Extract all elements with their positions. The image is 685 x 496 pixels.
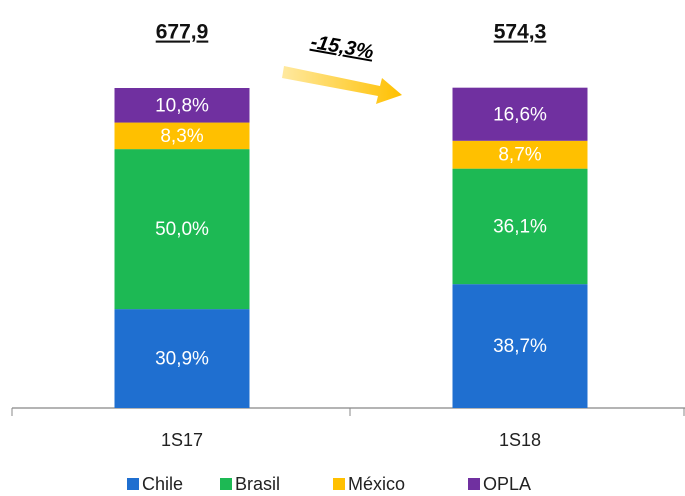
bar-segment (452, 284, 588, 408)
value-label: 36,1% (493, 216, 547, 237)
bar-segment (452, 168, 588, 285)
legend-swatch (127, 478, 139, 490)
value-label: 10,8% (155, 95, 209, 116)
x-tick-label: 1S18 (499, 430, 541, 450)
legend-swatch (468, 478, 480, 490)
value-label: 8,7% (498, 145, 541, 166)
value-label: 50,0% (155, 219, 209, 240)
legend-label: Chile (142, 474, 183, 494)
value-label: 8,3% (160, 126, 203, 147)
legend-label: Brasil (235, 474, 280, 494)
legend-swatch (220, 478, 232, 490)
value-label: 38,7% (493, 336, 547, 357)
bar-segment (452, 140, 588, 169)
value-label: 16,6% (493, 104, 547, 125)
bar-segment (114, 309, 250, 408)
bar-segment (114, 149, 250, 310)
legend-label: OPLA (483, 474, 531, 494)
legend-swatch (333, 478, 345, 490)
bar-segment (452, 87, 588, 141)
bar-segment (114, 122, 250, 150)
total-label: 677,9 (156, 21, 209, 44)
change-label: -15,3% (309, 31, 375, 64)
value-label: 30,9% (155, 349, 209, 370)
change-arrow (282, 66, 402, 104)
bar-segment (114, 88, 250, 123)
x-tick-label: 1S17 (161, 430, 203, 450)
legend-label: México (348, 474, 405, 494)
total-label: 574,3 (494, 21, 547, 44)
